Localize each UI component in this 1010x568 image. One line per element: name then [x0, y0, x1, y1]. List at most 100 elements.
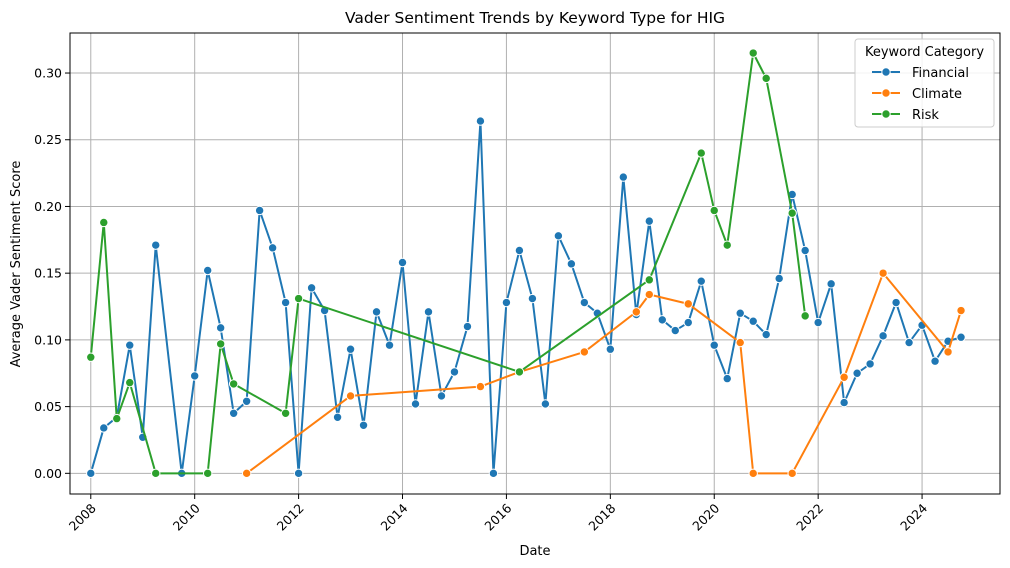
data-point-financial	[579, 297, 590, 308]
data-point-financial	[553, 231, 564, 241]
data-point-financial	[826, 279, 836, 289]
data-point-climate	[579, 347, 590, 357]
data-point-financial	[228, 408, 239, 418]
data-point-risk	[800, 311, 810, 321]
data-point-risk	[709, 205, 719, 216]
data-point-financial	[293, 468, 304, 479]
series-climate	[241, 268, 966, 479]
data-point-financial	[345, 344, 356, 354]
data-point-financial	[410, 399, 421, 409]
data-point-financial	[267, 243, 278, 253]
data-point-climate	[878, 268, 888, 278]
data-point-financial	[904, 337, 914, 348]
data-point-risk	[86, 352, 96, 362]
legend-box	[854, 38, 995, 128]
data-point-financial	[215, 323, 226, 333]
data-point-climate	[735, 337, 745, 348]
data-point-financial	[540, 399, 551, 409]
data-point-financial	[813, 317, 823, 328]
data-point-climate	[956, 305, 966, 316]
y-tick-label: 0.15	[34, 266, 62, 281]
data-point-financial	[436, 391, 447, 401]
data-point-financial	[618, 172, 629, 182]
data-point-financial	[241, 396, 252, 406]
data-point-financial	[956, 332, 966, 342]
series-layer	[86, 48, 966, 479]
data-point-risk	[514, 367, 525, 377]
data-point-financial	[449, 367, 460, 377]
data-point-climate	[241, 468, 252, 479]
data-point-financial	[891, 297, 901, 308]
data-point-risk	[761, 73, 771, 84]
data-point-risk	[151, 468, 161, 479]
data-point-financial	[514, 245, 525, 256]
data-point-financial	[878, 331, 888, 341]
data-point-financial	[774, 273, 784, 284]
data-point-risk	[228, 379, 239, 389]
data-point-risk	[787, 208, 797, 218]
data-point-financial	[384, 340, 395, 350]
data-point-financial	[566, 259, 577, 269]
series-risk	[86, 48, 810, 479]
data-point-climate	[839, 372, 849, 382]
data-point-financial	[696, 276, 706, 286]
legend-swatch-marker	[881, 109, 891, 119]
data-point-risk	[293, 293, 304, 304]
data-point-financial	[254, 205, 265, 216]
chart-title: Vader Sentiment Trends by Keyword Type f…	[345, 9, 725, 27]
data-point-risk	[722, 240, 732, 250]
y-tick-label: 0.30	[34, 66, 62, 81]
data-point-climate	[631, 307, 642, 317]
data-point-financial	[748, 316, 758, 326]
legend: Keyword Category Financial Climate Risk	[854, 38, 995, 128]
data-point-financial	[99, 423, 109, 433]
data-point-financial	[930, 356, 940, 366]
data-point-financial	[501, 297, 512, 308]
data-point-financial	[683, 317, 693, 328]
data-point-financial	[306, 283, 317, 293]
data-point-financial	[371, 307, 382, 317]
data-point-climate	[345, 391, 356, 401]
data-point-risk	[202, 468, 213, 479]
data-point-financial	[852, 368, 862, 378]
data-point-financial	[358, 420, 369, 430]
legend-items: Financial Climate Risk	[872, 66, 969, 123]
y-tick-label: 0.05	[34, 399, 62, 414]
data-point-financial	[709, 340, 719, 350]
data-point-financial	[865, 359, 875, 369]
y-tick-label: 0.10	[34, 332, 62, 347]
data-point-financial	[761, 329, 771, 340]
data-point-climate	[683, 299, 693, 309]
y-tick-label: 0.00	[34, 466, 62, 481]
data-point-financial	[839, 397, 849, 408]
data-point-risk	[125, 377, 135, 388]
data-point-financial	[475, 116, 486, 126]
data-point-risk	[99, 217, 109, 228]
data-point-financial	[670, 325, 680, 336]
legend-item-risk: Risk	[872, 108, 939, 123]
data-point-financial	[644, 216, 655, 226]
data-point-risk	[215, 339, 226, 349]
data-point-risk	[280, 408, 291, 418]
data-point-financial	[657, 315, 667, 325]
data-point-climate	[748, 468, 758, 479]
data-point-financial	[722, 373, 732, 384]
data-point-climate	[943, 347, 953, 357]
data-point-financial	[423, 307, 434, 317]
data-point-financial	[800, 245, 810, 256]
data-point-risk	[696, 148, 706, 158]
data-point-financial	[86, 468, 96, 479]
legend-label: Financial	[912, 66, 969, 81]
data-point-climate	[644, 289, 655, 300]
data-point-financial	[332, 412, 343, 422]
series-financial	[86, 116, 966, 479]
data-point-financial	[488, 468, 499, 479]
legend-label: Risk	[912, 108, 939, 123]
legend-label: Climate	[912, 87, 962, 102]
data-point-risk	[644, 275, 655, 285]
y-axis-label: Average Vader Sentiment Score	[9, 161, 24, 368]
y-tick-label: 0.20	[34, 199, 62, 214]
x-axis-label: Date	[519, 544, 550, 559]
data-point-financial	[202, 265, 213, 276]
